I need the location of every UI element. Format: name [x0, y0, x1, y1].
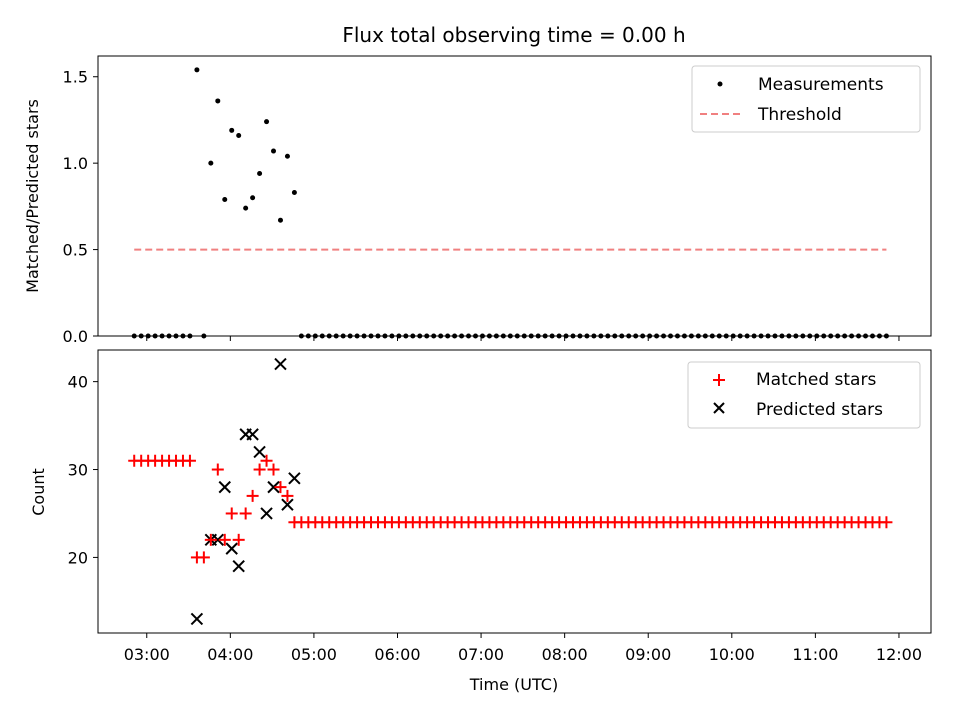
legend-threshold-label: Threshold: [757, 105, 842, 125]
measurement-point: [236, 133, 242, 139]
top-panel: Matched/Predicted stars 0.0 0.5 1.0 1.5 Mea…: [23, 55, 932, 346]
matched-stars-point: [239, 507, 252, 520]
matched-stars-point: [232, 533, 245, 546]
top-ylabel: Matched/Predicted stars: [23, 99, 42, 293]
measurement-point: [264, 119, 270, 125]
predicted-stars-point: [260, 507, 273, 520]
top-legend-box: [691, 65, 921, 133]
matched-stars-point: [880, 516, 893, 529]
legend-matched-label: Matched stars: [756, 370, 876, 390]
bottom-legend-box: [687, 361, 921, 429]
predicted-stars-point: [225, 542, 238, 555]
bottom-plot-area: [128, 357, 893, 626]
top-plot-area: [131, 67, 889, 339]
top-y-tick-label: 1.0: [63, 154, 88, 173]
bottom-x-ticks: 03:00 04:00 05:00 06:00 07:00 08:00 09:00 10:00…: [124, 633, 922, 664]
legend-predicted-label: Predicted stars: [756, 400, 883, 420]
measurement-point: [257, 171, 263, 177]
matched-stars-point: [211, 463, 224, 476]
bottom-x-tick-label: 12:00: [876, 645, 922, 664]
measurement-point: [277, 217, 283, 223]
predicted-stars-point: [232, 559, 245, 573]
top-legend: Measurements Threshold: [691, 65, 921, 133]
bottom-x-tick-label: 06:00: [374, 645, 420, 664]
bottom-legend: Matched stars Predicted stars: [687, 361, 921, 429]
measurement-point: [250, 195, 256, 201]
legend-predicted-marker: [713, 402, 725, 414]
bottom-y-tick-label: 20: [68, 548, 88, 567]
predicted-stars-point: [281, 498, 294, 511]
matched-stars-point: [253, 463, 266, 476]
bottom-axes-frame: [97, 349, 932, 634]
top-axes-frame: [97, 55, 932, 337]
bottom-y-tick-label: 30: [68, 461, 88, 480]
measurement-point: [291, 190, 297, 196]
matched-stars-point: [281, 489, 294, 502]
measurement-point: [243, 205, 249, 211]
measurement-point: [222, 196, 228, 202]
predicted-stars-point: [246, 428, 259, 441]
matched-stars-point: [183, 454, 196, 467]
predicted-stars-point: [190, 612, 204, 626]
measurement-point: [208, 160, 214, 166]
bottom-ylabel: Count: [29, 468, 48, 516]
predicted-stars-point: [253, 445, 266, 459]
predicted-stars-point: [288, 472, 301, 485]
matched-stars-point: [218, 533, 231, 546]
top-x-ticks: [146, 336, 900, 341]
bottom-x-tick-label: 08:00: [542, 645, 588, 664]
bottom-panel: Count 20 30 40 03:00 04:00 05:00 06:00 07:00 08…: [29, 349, 932, 694]
measurement-point: [194, 67, 200, 73]
measurement-point: [271, 148, 277, 154]
bottom-y-ticks: 20 30 40: [68, 373, 98, 567]
bottom-x-tick-label: 09:00: [625, 645, 671, 664]
chart-title: Flux total observing time = 0.00 h: [342, 23, 685, 47]
predicted-stars-point: [211, 533, 225, 547]
legend-measurements-label: Measurements: [758, 75, 884, 95]
bottom-x-tick-label: 11:00: [792, 645, 838, 664]
xlabel: Time (UTC): [469, 675, 558, 694]
predicted-stars-point: [218, 480, 231, 494]
measurement-point: [215, 98, 221, 104]
matched-stars-point: [197, 551, 210, 564]
top-y-ticks: 0.0 0.5 1.0 1.5: [63, 68, 98, 346]
bottom-x-tick-label: 05:00: [291, 645, 337, 664]
top-y-tick-label: 1.5: [63, 68, 88, 87]
matched-stars-point: [260, 454, 273, 467]
matched-stars-point: [267, 463, 280, 476]
bottom-x-tick-label: 07:00: [458, 645, 504, 664]
legend-matched-marker: [713, 374, 725, 386]
measurement-point: [229, 127, 235, 133]
matched-stars-point: [246, 489, 259, 502]
bottom-x-tick-label: 10:00: [709, 645, 755, 664]
matched-stars-point: [274, 481, 287, 494]
predicted-stars-point: [274, 357, 287, 371]
bottom-x-tick-label: 04:00: [207, 645, 253, 664]
legend-measurements-marker: [717, 81, 723, 87]
bottom-y-tick-label: 40: [68, 373, 88, 392]
measurement-point: [284, 153, 290, 159]
predicted-stars-point: [267, 480, 280, 494]
bottom-x-tick-label: 03:00: [124, 645, 170, 664]
matched-stars-point: [204, 533, 217, 546]
top-y-tick-label: 0.0: [63, 327, 88, 346]
top-y-tick-label: 0.5: [63, 241, 88, 260]
matched-stars-point: [225, 507, 238, 520]
